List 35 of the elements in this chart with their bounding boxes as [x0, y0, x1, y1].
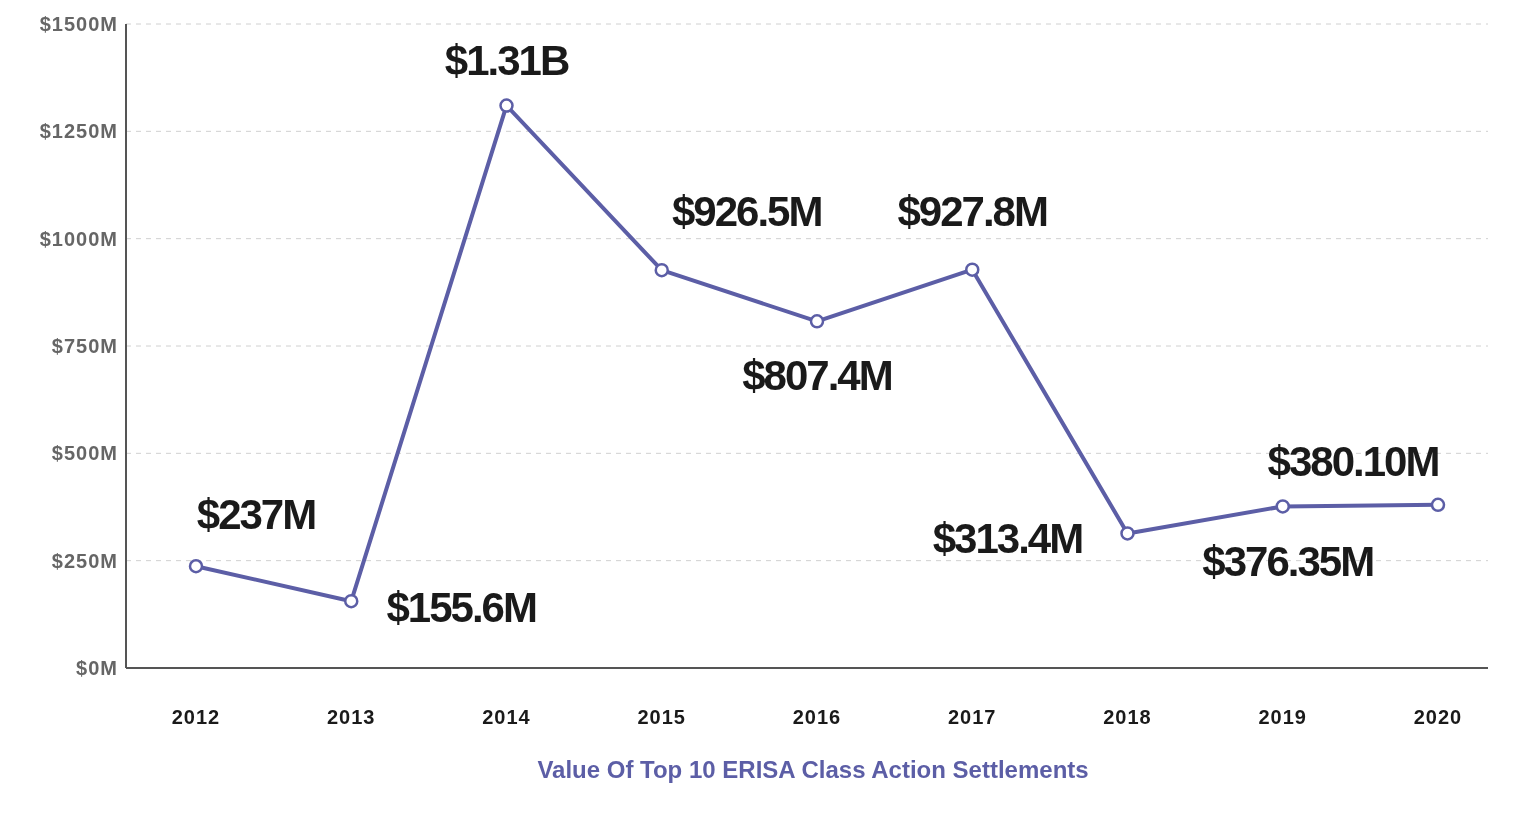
point: [1120, 526, 1135, 541]
data-label: $807.4M: [742, 352, 892, 400]
x-tick-label: 2019: [1258, 706, 1307, 729]
y-tick-label: $1500M: [39, 13, 118, 36]
point: [1430, 497, 1446, 513]
point: [344, 593, 359, 609]
data-label: $927.8M: [897, 187, 1047, 235]
data-label: $237M: [196, 491, 316, 539]
y-tick-label: $1000M: [39, 227, 118, 250]
y-tick-label: $500M: [51, 442, 118, 465]
data-label: $926.5M: [672, 188, 822, 236]
point: [188, 559, 204, 574]
x-tick-label: 2017: [948, 706, 997, 729]
x-tick-label: 2012: [171, 706, 221, 729]
x-tick-label: 2016: [792, 706, 842, 729]
data-label: $313.4M: [932, 514, 1083, 562]
point: [1275, 499, 1290, 514]
x-tick-label: 2018: [1103, 706, 1152, 729]
y-tick-label: $1250M: [39, 120, 118, 143]
x-tick-label: 2020: [1413, 706, 1463, 729]
data-label: $155.6M: [386, 584, 536, 632]
x-tick-label: 2015: [637, 706, 686, 729]
y-tick-label: $250M: [51, 549, 118, 572]
data-label: $376.35M: [1202, 537, 1374, 585]
point: [654, 262, 669, 278]
point: [965, 262, 980, 277]
data-label: $380.10M: [1267, 437, 1439, 485]
x-tick-label: 2014: [482, 706, 531, 729]
point: [499, 98, 514, 113]
annotation: $1.31B: [444, 36, 569, 84]
text: Value Of Top 10 ERISA Class Action Settlements: [536, 756, 1090, 784]
y-tick-label: $750M: [51, 335, 118, 358]
y-tick-label: $0M: [76, 657, 118, 680]
point: [809, 314, 825, 329]
x-tick-label: 2013: [327, 706, 376, 729]
